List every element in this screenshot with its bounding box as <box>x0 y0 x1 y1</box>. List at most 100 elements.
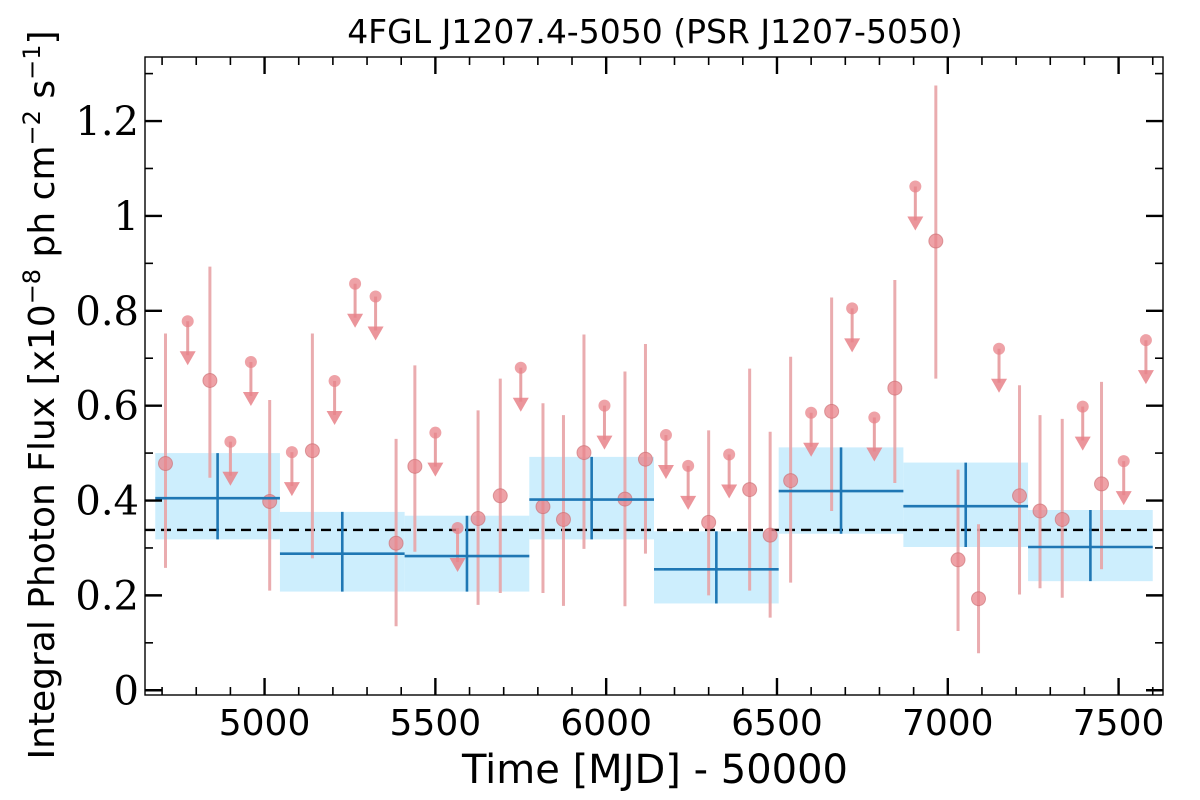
upper-limit-20 <box>1074 400 1091 451</box>
upper-limit-11 <box>596 399 613 450</box>
upper-limit-marker <box>909 180 922 193</box>
upper-limit-marker <box>1117 455 1130 468</box>
y-tick-label: 0.6 <box>75 384 139 430</box>
upper-limit-4 <box>283 446 300 497</box>
y-tick-label: 1.2 <box>75 99 139 145</box>
detection-marker <box>1054 511 1070 527</box>
upper-limit-marker <box>285 446 298 459</box>
detection-point-23 <box>1012 385 1028 595</box>
upper-limit-13 <box>680 459 697 510</box>
upper-limit-arrow <box>1115 491 1132 506</box>
detection-marker <box>742 482 758 498</box>
upper-limit-marker <box>224 435 237 448</box>
detection-points <box>157 85 1110 654</box>
detection-point-16 <box>762 431 778 618</box>
upper-limit-arrow <box>283 482 300 497</box>
upper-limit-marker <box>244 356 257 369</box>
detection-point-26 <box>1094 381 1110 570</box>
upper-limit-arrow <box>326 410 343 425</box>
upper-limit-18 <box>907 180 924 231</box>
detection-point-13 <box>637 343 653 554</box>
detection-point-25 <box>1054 418 1070 598</box>
detection-point-5 <box>388 438 404 627</box>
detection-marker <box>971 591 987 607</box>
detection-marker <box>1012 488 1028 504</box>
x-tick-label: 7500 <box>1073 703 1165 744</box>
upper-limit-marker <box>846 302 859 315</box>
y-axis-label: Integral Photon Flux [x10−8 ph cm−2 s−1] <box>18 30 63 759</box>
long-bin-points <box>155 447 1153 604</box>
upper-limit-marker <box>349 277 362 290</box>
y-axis-label-suffix: ] <box>22 30 63 44</box>
upper-limit-marker <box>805 406 818 419</box>
y-tick-label: 0.8 <box>75 289 139 335</box>
detection-marker <box>262 493 278 509</box>
detection-marker <box>407 458 423 474</box>
detection-marker <box>555 511 571 527</box>
upper-limit-points <box>179 180 1154 573</box>
upper-limit-arrow <box>367 326 384 341</box>
detection-marker <box>637 451 653 467</box>
detection-point-11 <box>576 334 592 549</box>
upper-limit-marker <box>1139 334 1152 347</box>
tick-labels: 5000 5500 6000 6500 7000 7500 0 0.2 0.4 0.6 0.8 1 1.… <box>75 99 1164 744</box>
y-axis-label-exp2: −2 <box>18 110 46 145</box>
detection-point-7 <box>470 410 486 605</box>
plot-frame <box>144 56 1164 696</box>
long-bin-6 <box>778 447 904 534</box>
detection-marker <box>1094 476 1110 492</box>
long-bin-2 <box>279 511 405 592</box>
detection-point-1 <box>157 333 173 568</box>
y-axis-label-prefix: Integral Photon Flux [x10 <box>22 304 63 759</box>
y-tick-label: 0 <box>114 668 139 714</box>
y-axis-label-mid: ph cm <box>22 145 63 268</box>
upper-limit-arrow <box>866 447 883 462</box>
x-tick-label: 5500 <box>390 703 482 744</box>
upper-limit-marker <box>993 342 1006 355</box>
upper-limit-marker <box>451 522 464 535</box>
detection-point-2 <box>202 266 218 478</box>
detection-marker <box>304 443 320 459</box>
upper-limit-marker <box>598 399 611 412</box>
detection-marker <box>783 473 799 489</box>
upper-limit-5 <box>326 374 343 425</box>
x-axis-label: Time [MJD] - 50000 <box>461 747 848 793</box>
detection-marker <box>157 456 173 472</box>
x-tick-label: 6500 <box>731 703 823 744</box>
upper-limit-1 <box>179 315 196 366</box>
detection-point-14 <box>701 430 717 596</box>
upper-limit-arrow <box>427 462 444 477</box>
upper-limit-22 <box>1137 334 1154 385</box>
detection-point-15 <box>742 368 758 591</box>
detection-point-24 <box>1032 415 1048 589</box>
detection-marker <box>388 535 404 551</box>
upper-limit-marker <box>429 426 442 439</box>
y-tick-label: 1 <box>114 194 139 240</box>
upper-limit-14 <box>721 448 738 499</box>
upper-limit-2 <box>222 435 239 486</box>
upper-limit-marker <box>682 459 695 472</box>
upper-limit-6 <box>347 277 364 328</box>
upper-limit-arrow <box>803 442 820 457</box>
detection-marker <box>762 527 778 543</box>
upper-limit-arrow <box>721 484 738 499</box>
upper-limit-21 <box>1115 455 1132 506</box>
upper-limit-marker <box>328 374 341 387</box>
long-bin-4 <box>529 456 654 540</box>
detection-point-10 <box>555 415 571 606</box>
detection-point-6 <box>407 365 423 552</box>
detection-point-22 <box>971 524 987 654</box>
axes <box>144 56 1164 696</box>
y-tick-label: 0.4 <box>75 479 139 525</box>
upper-limit-8 <box>427 426 444 477</box>
upper-limit-16 <box>844 302 861 353</box>
upper-limit-arrow <box>1137 370 1154 385</box>
upper-limit-marker <box>514 361 527 374</box>
long-bin-7 <box>903 462 1029 548</box>
upper-limit-marker <box>181 315 194 328</box>
upper-limit-7 <box>367 290 384 341</box>
upper-limit-3 <box>242 356 259 407</box>
y-tick-label: 0.2 <box>75 573 139 619</box>
detection-point-18 <box>824 297 840 511</box>
long-bin-error-bands <box>155 447 1153 604</box>
